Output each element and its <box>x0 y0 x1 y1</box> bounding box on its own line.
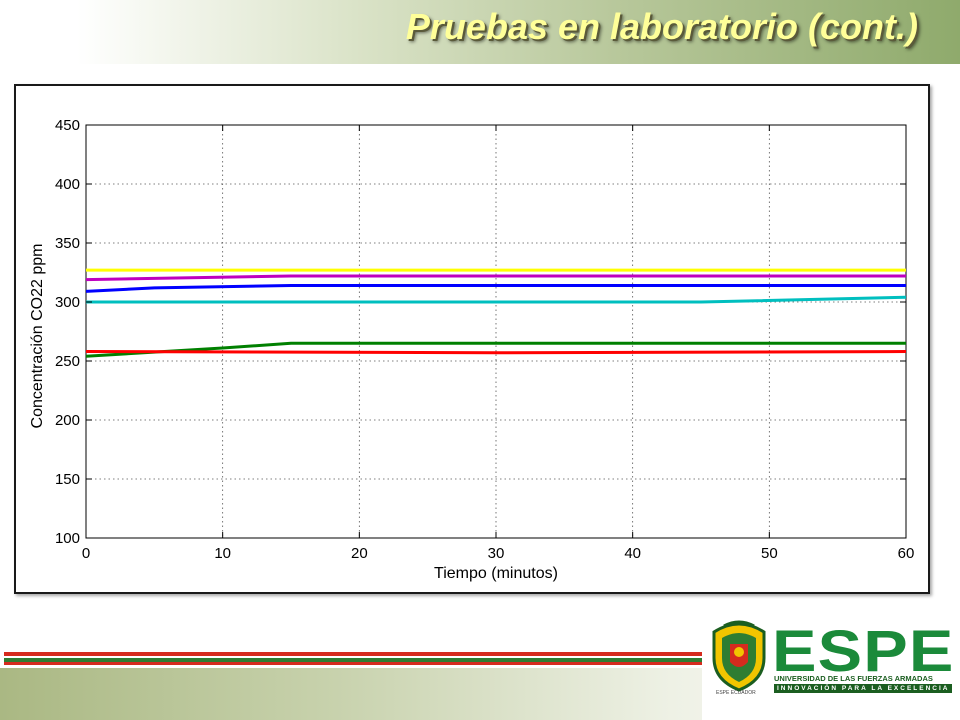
chart-frame: 0 10 20 30 40 50 60 100 150 200 250 300 350 400 450 Ti… <box>14 84 930 594</box>
x-tick-label: 30 <box>488 545 505 562</box>
x-tick-label: 50 <box>761 545 778 562</box>
x-axis-label: Tiempo (minutos) <box>434 565 558 582</box>
series-line-6 <box>85 350 907 355</box>
x-tick-label: 10 <box>214 545 231 562</box>
y-tick-label: 450 <box>55 117 80 134</box>
series-line-4 <box>86 295 907 304</box>
y-tick-label: 100 <box>55 530 80 547</box>
y-axis-label: Concentración CO22 ppm <box>29 244 46 429</box>
x-tick-label: 0 <box>82 545 90 562</box>
y-tick-label: 300 <box>55 294 80 311</box>
crest-icon <box>712 620 766 692</box>
series-lines <box>85 268 907 358</box>
series-line-3 <box>85 283 906 293</box>
x-tick-label: 20 <box>351 545 368 562</box>
logo-wordmark: ESPE <box>772 619 955 684</box>
x-tick-label: 60 <box>898 545 915 562</box>
logo-subtitle: UNIVERSIDAD DE LAS FUERZAS ARMADAS <box>774 674 933 683</box>
logo-tagline: INNOVACIÓN PARA LA EXCELENCIA <box>774 684 953 693</box>
axis-ticks: 0 10 20 30 40 50 60 100 150 200 250 300 350 400 450 <box>55 117 914 562</box>
y-tick-label: 400 <box>55 176 80 193</box>
y-tick-label: 150 <box>55 471 80 488</box>
slide-title: Pruebas en laboratorio (cont.) <box>405 6 918 47</box>
title-bar: Pruebas en laboratorio (cont.) <box>0 0 960 64</box>
x-tick-label: 40 <box>624 545 641 562</box>
espe-logo: ESPE ECUADOR ESPE UNIVERSIDAD DE LAS FUE… <box>702 616 960 720</box>
y-tick-label: 350 <box>55 235 80 252</box>
co2-line-chart: 0 10 20 30 40 50 60 100 150 200 250 300 350 400 450 Ti… <box>29 117 914 582</box>
y-tick-label: 200 <box>55 412 80 429</box>
series-line-2 <box>85 274 906 282</box>
footer-stripe-red <box>4 652 702 656</box>
crest-caption: ESPE ECUADOR <box>716 690 756 696</box>
y-tick-label: 250 <box>55 353 80 370</box>
footer-stripe-red-lower <box>4 662 702 665</box>
footer-stripe-green <box>4 658 702 662</box>
